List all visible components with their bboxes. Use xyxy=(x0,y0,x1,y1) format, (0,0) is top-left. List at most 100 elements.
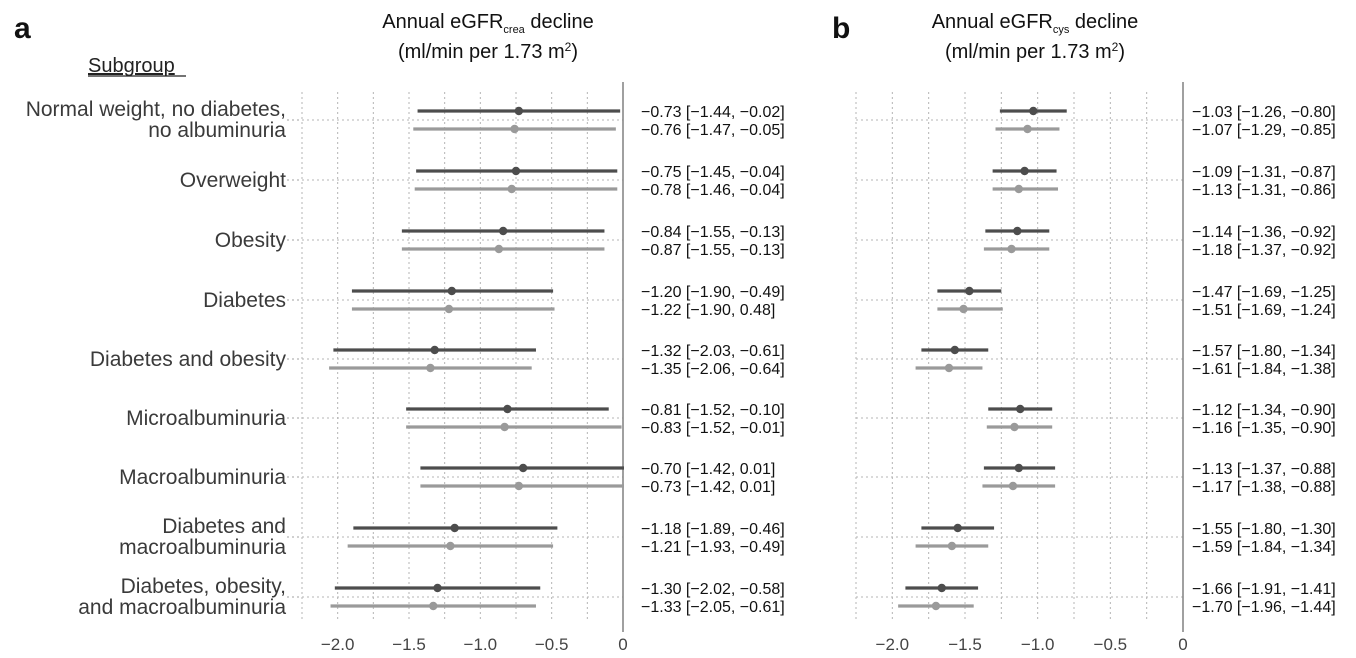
row-label-8-line-1: Diabetes and xyxy=(162,515,286,538)
title-unit-close: ) xyxy=(571,41,578,63)
panel-b: b Annual eGFRcys decline (ml/min per 1.73 … xyxy=(832,11,1336,654)
title-main: Annual eGFR xyxy=(382,11,503,33)
estimate-label-series-2-row-4: −1.22 [−1.90, 0.48] xyxy=(641,302,775,319)
title-subscript: cys xyxy=(1053,24,1070,36)
subgroup-header: Subgroup xyxy=(88,55,186,77)
title-suffix: decline xyxy=(525,11,594,33)
estimate-point-series-1-row-1 xyxy=(1029,106,1038,116)
estimate-point-series-1-row-9 xyxy=(433,583,442,593)
estimate-label-series-2-row-3: −0.87 [−1.55, −0.13] xyxy=(641,242,785,259)
x-tick-label: −0.5 xyxy=(1094,635,1128,654)
estimate-point-series-1-row-4 xyxy=(965,286,974,296)
estimate-label-series-1-row-8: −1.55 [−1.80, −1.30] xyxy=(1192,521,1336,538)
estimate-label-series-1-row-1: −1.03 [−1.26, −0.80] xyxy=(1192,104,1336,121)
row-label-9-line-1: Diabetes, obesity, xyxy=(121,575,286,598)
chart-title-line-1: Annual eGFRcys decline xyxy=(932,11,1139,36)
estimate-label-series-1-row-5: −1.32 [−2.03, −0.61] xyxy=(641,343,785,360)
estimate-label-series-1-row-2: −0.75 [−1.45, −0.04] xyxy=(641,164,785,181)
panel-a: a Annual eGFRcrea decline (ml/min per 1.73… xyxy=(14,11,785,654)
estimate-point-series-2-row-1 xyxy=(1023,124,1032,134)
chart-title-line-2: (ml/min per 1.73 m2) xyxy=(398,40,578,63)
estimate-label-series-1-row-4: −1.20 [−1.90, −0.49] xyxy=(641,284,785,301)
estimate-point-series-1-row-3 xyxy=(498,226,508,236)
estimate-label-series-2-row-8: −1.21 [−1.93, −0.49] xyxy=(641,539,785,556)
x-tick-label: −0.5 xyxy=(535,635,569,654)
estimate-label-series-1-row-7: −0.70 [−1.42, 0.01] xyxy=(641,461,775,478)
x-tick-label: −1.5 xyxy=(392,635,426,654)
estimate-point-series-2-row-2 xyxy=(507,184,516,194)
estimate-point-series-2-row-9 xyxy=(429,601,438,611)
estimate-label-series-2-row-2: −0.78 [−1.46, −0.04] xyxy=(641,182,785,199)
estimate-label-series-2-row-5: −1.35 [−2.06, −0.64] xyxy=(641,361,785,378)
row-label-7-line-1: Macroalbuminuria xyxy=(119,466,286,489)
estimate-label-series-1-row-3: −0.84 [−1.55, −0.13] xyxy=(641,224,785,241)
estimate-label-series-1-row-8: −1.18 [−1.89, −0.46] xyxy=(641,521,785,538)
estimate-point-series-2-row-3 xyxy=(494,244,504,254)
row-label-8-line-2: macroalbuminuria xyxy=(119,536,286,559)
estimate-label-series-1-row-6: −1.12 [−1.34, −0.90] xyxy=(1192,402,1336,419)
estimate-label-series-1-row-1: −0.73 [−1.44, −0.02] xyxy=(641,104,785,121)
estimate-point-series-2-row-7 xyxy=(514,481,524,491)
chart-title-line-2: (ml/min per 1.73 m2) xyxy=(945,40,1125,63)
x-tick-label: 0 xyxy=(618,635,627,654)
title-unit-sup: 2 xyxy=(565,40,572,54)
x-tick-label: −2.0 xyxy=(321,635,355,654)
estimate-label-series-2-row-2: −1.13 [−1.31, −0.86] xyxy=(1192,182,1336,199)
estimate-label-series-2-row-7: −1.17 [−1.38, −0.88] xyxy=(1192,479,1336,496)
estimate-label-series-1-row-9: −1.30 [−2.02, −0.58] xyxy=(641,581,785,598)
subgroup-heading: Subgroup xyxy=(88,55,175,77)
estimate-point-series-2-row-4 xyxy=(444,304,454,314)
x-tick-label: −1.0 xyxy=(464,635,498,654)
estimate-label-series-2-row-1: −1.07 [−1.29, −0.85] xyxy=(1192,122,1336,139)
estimate-point-series-2-row-8 xyxy=(947,541,957,551)
row-label-9-line-2: and macroalbuminuria xyxy=(78,596,286,619)
estimate-point-series-2-row-6 xyxy=(1010,422,1019,432)
panel-letter: a xyxy=(14,12,31,45)
title-suffix: decline xyxy=(1069,11,1138,33)
estimate-label-series-2-row-8: −1.59 [−1.84, −1.34] xyxy=(1192,539,1336,556)
estimate-point-series-2-row-5 xyxy=(426,363,435,373)
x-tick-label: 0 xyxy=(1178,635,1187,654)
estimate-point-series-2-row-5 xyxy=(944,363,954,373)
estimate-point-series-2-row-9 xyxy=(931,601,941,611)
estimate-label-series-2-row-3: −1.18 [−1.37, −0.92] xyxy=(1192,242,1336,259)
row-label-2-line-1: Overweight xyxy=(180,169,286,192)
estimate-label-series-1-row-4: −1.47 [−1.69, −1.25] xyxy=(1192,284,1336,301)
estimate-point-series-1-row-2 xyxy=(1020,166,1029,176)
estimate-point-series-1-row-5 xyxy=(950,345,960,355)
estimate-point-series-2-row-6 xyxy=(500,422,509,432)
estimate-point-series-1-row-2 xyxy=(511,166,521,176)
estimate-point-series-1-row-9 xyxy=(937,583,946,593)
title-subscript: crea xyxy=(503,24,525,36)
estimate-point-series-2-row-8 xyxy=(446,541,455,551)
estimate-label-series-2-row-9: −1.70 [−1.96, −1.44] xyxy=(1192,599,1336,616)
estimate-point-series-2-row-2 xyxy=(1014,184,1023,194)
estimate-label-series-2-row-1: −0.76 [−1.47, −0.05] xyxy=(641,122,785,139)
title-unit-sup: 2 xyxy=(1112,40,1119,54)
row-label-5-line-1: Diabetes and obesity xyxy=(90,348,287,371)
estimate-label-series-2-row-7: −0.73 [−1.42, 0.01] xyxy=(641,479,775,496)
estimate-label-series-1-row-9: −1.66 [−1.91, −1.41] xyxy=(1192,581,1336,598)
estimate-label-series-2-row-9: −1.33 [−2.05, −0.61] xyxy=(641,599,785,616)
x-tick-label: −1.0 xyxy=(1021,635,1055,654)
estimate-point-series-1-row-5 xyxy=(430,345,439,355)
estimate-point-series-1-row-8 xyxy=(450,523,459,533)
estimate-point-series-2-row-3 xyxy=(1007,244,1016,254)
row-label-6-line-1: Microalbuminuria xyxy=(126,407,286,430)
estimate-label-series-2-row-6: −1.16 [−1.35, −0.90] xyxy=(1192,420,1336,437)
x-tick-label: −2.0 xyxy=(876,635,910,654)
estimate-label-series-1-row-2: −1.09 [−1.31, −0.87] xyxy=(1192,164,1336,181)
estimate-point-series-1-row-6 xyxy=(1016,404,1025,414)
estimate-point-series-1-row-6 xyxy=(503,404,512,414)
row-label-1-line-1: Normal weight, no diabetes, xyxy=(26,98,286,121)
estimate-point-series-2-row-7 xyxy=(1008,481,1018,491)
estimate-label-series-1-row-7: −1.13 [−1.37, −0.88] xyxy=(1192,461,1336,478)
estimate-label-series-2-row-5: −1.61 [−1.84, −1.38] xyxy=(1192,361,1336,378)
panel-letter: b xyxy=(832,12,850,45)
subgroup-row-labels: Normal weight, no diabetes,no albuminuri… xyxy=(26,98,300,619)
row-label-3-line-1: Obesity xyxy=(215,229,287,252)
estimate-point-series-2-row-4 xyxy=(959,304,968,314)
x-tick-label: −1.5 xyxy=(948,635,982,654)
estimate-point-series-1-row-7 xyxy=(1014,463,1023,473)
